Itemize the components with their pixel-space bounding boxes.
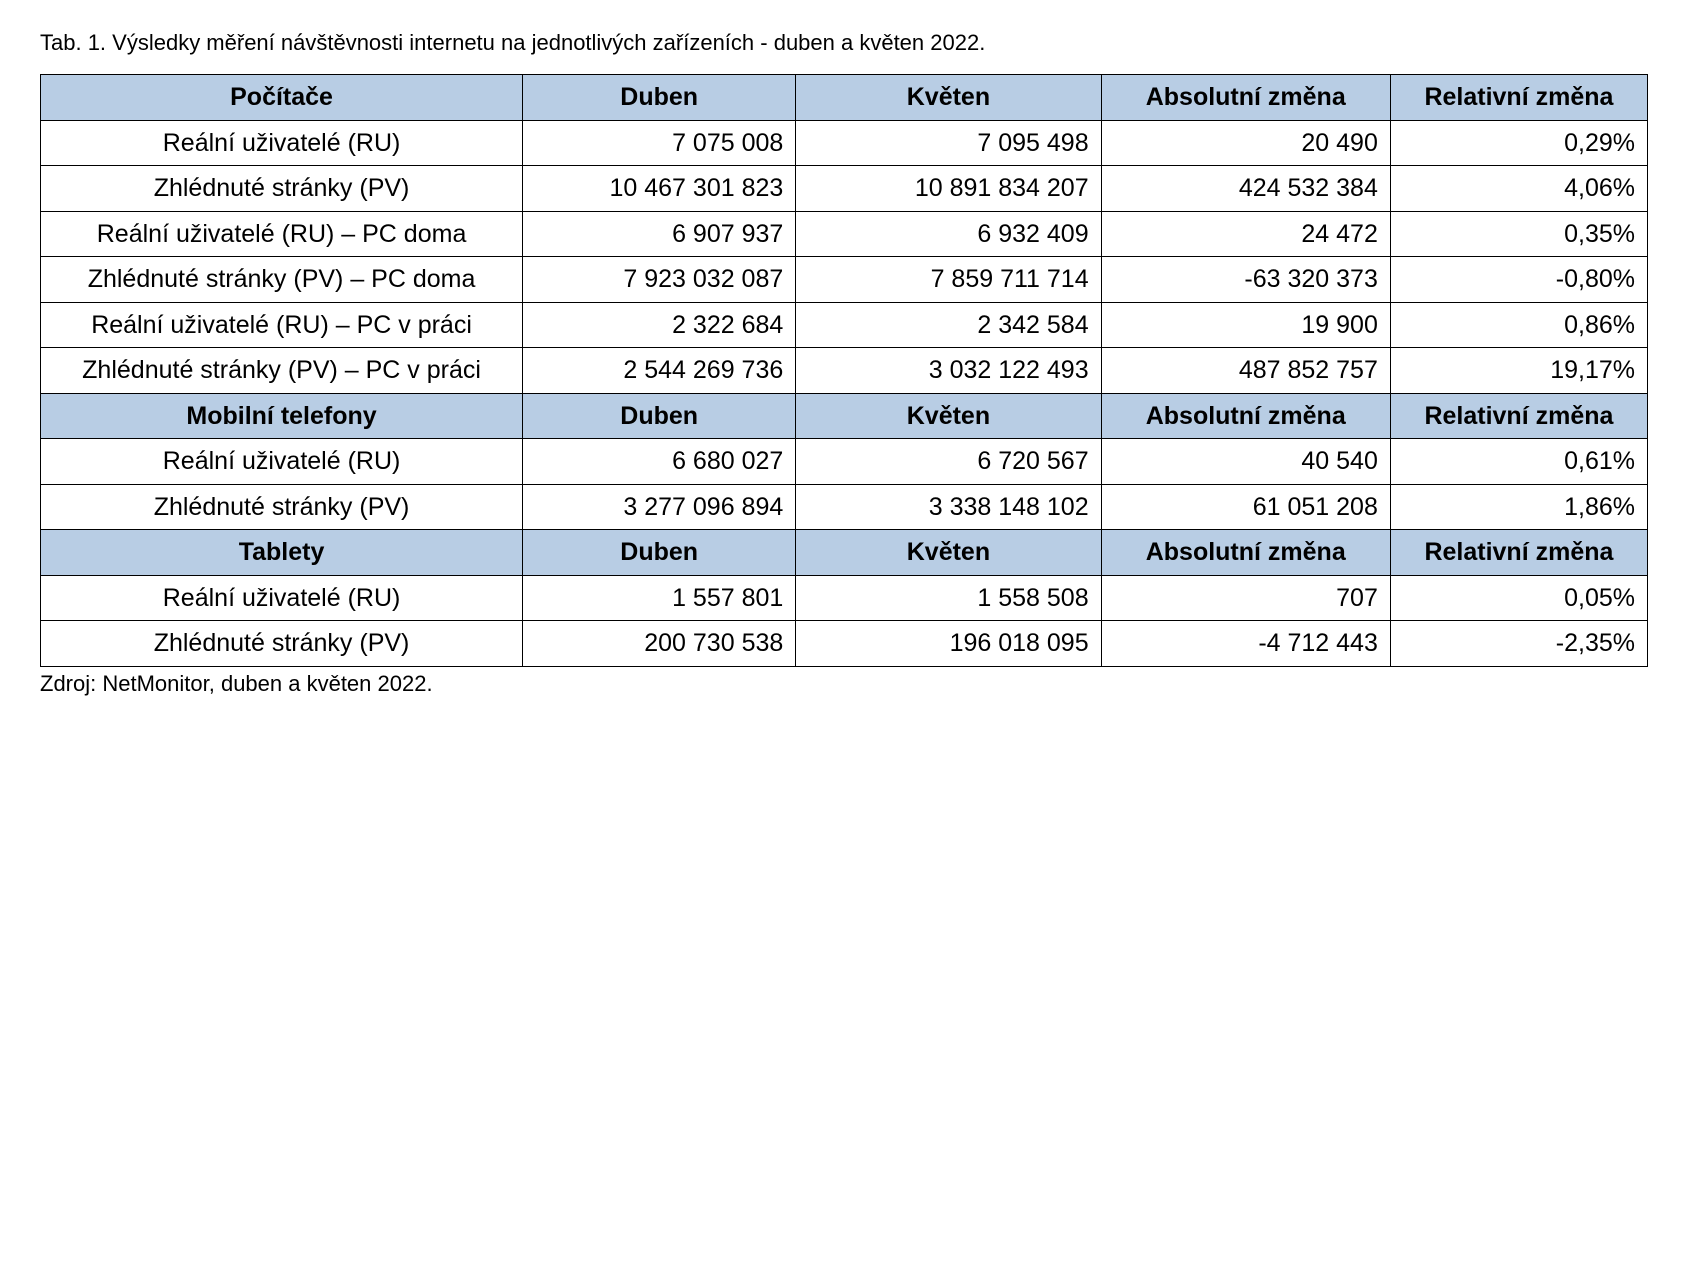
- table-row: Reální uživatelé (RU)6 680 0276 720 5674…: [41, 439, 1648, 485]
- column-header: Absolutní změna: [1101, 530, 1390, 576]
- section-header-row: Mobilní telefonyDubenKvětenAbsolutní změ…: [41, 393, 1648, 439]
- metric-label: Reální uživatelé (RU): [41, 575, 523, 621]
- value-cell: 7 075 008: [523, 120, 796, 166]
- value-cell: 1 558 508: [796, 575, 1101, 621]
- column-header: Květen: [796, 393, 1101, 439]
- column-header: Květen: [796, 75, 1101, 121]
- column-header: Relativní změna: [1390, 530, 1647, 576]
- value-cell: 40 540: [1101, 439, 1390, 485]
- value-cell: 3 277 096 894: [523, 484, 796, 530]
- value-cell: 7 095 498: [796, 120, 1101, 166]
- table-row: Zhlédnuté stránky (PV)200 730 538196 018…: [41, 621, 1648, 667]
- value-cell: 6 907 937: [523, 211, 796, 257]
- value-cell: 0,29%: [1390, 120, 1647, 166]
- value-cell: -4 712 443: [1101, 621, 1390, 667]
- column-header: Duben: [523, 393, 796, 439]
- section-header-row: TabletyDubenKvětenAbsolutní změnaRelativ…: [41, 530, 1648, 576]
- table-row: Zhlédnuté stránky (PV) – PC doma7 923 03…: [41, 257, 1648, 303]
- value-cell: 2 342 584: [796, 302, 1101, 348]
- value-cell: 3 032 122 493: [796, 348, 1101, 394]
- table-row: Reální uživatelé (RU) – PC v práci2 322 …: [41, 302, 1648, 348]
- value-cell: 19 900: [1101, 302, 1390, 348]
- column-header: Květen: [796, 530, 1101, 576]
- metric-label: Reální uživatelé (RU): [41, 120, 523, 166]
- value-cell: 3 338 148 102: [796, 484, 1101, 530]
- column-header: Relativní změna: [1390, 75, 1647, 121]
- value-cell: 0,86%: [1390, 302, 1647, 348]
- value-cell: 10 891 834 207: [796, 166, 1101, 212]
- value-cell: 2 322 684: [523, 302, 796, 348]
- column-header: Absolutní změna: [1101, 393, 1390, 439]
- metric-label: Zhlédnuté stránky (PV) – PC doma: [41, 257, 523, 303]
- value-cell: 4,06%: [1390, 166, 1647, 212]
- value-cell: 424 532 384: [1101, 166, 1390, 212]
- value-cell: 7 923 032 087: [523, 257, 796, 303]
- value-cell: 0,35%: [1390, 211, 1647, 257]
- value-cell: 7 859 711 714: [796, 257, 1101, 303]
- column-header: Tablety: [41, 530, 523, 576]
- value-cell: 6 680 027: [523, 439, 796, 485]
- value-cell: 1 557 801: [523, 575, 796, 621]
- value-cell: 6 720 567: [796, 439, 1101, 485]
- metric-label: Zhlédnuté stránky (PV): [41, 484, 523, 530]
- value-cell: 200 730 538: [523, 621, 796, 667]
- table-row: Zhlédnuté stránky (PV) – PC v práci2 544…: [41, 348, 1648, 394]
- table-row: Reální uživatelé (RU) – PC doma6 907 937…: [41, 211, 1648, 257]
- value-cell: 24 472: [1101, 211, 1390, 257]
- table-caption: Tab. 1. Výsledky měření návštěvnosti int…: [40, 30, 1648, 56]
- table-source: Zdroj: NetMonitor, duben a květen 2022.: [40, 671, 1648, 697]
- table-row: Reální uživatelé (RU)1 557 8011 558 5087…: [41, 575, 1648, 621]
- data-table: PočítačeDubenKvětenAbsolutní změnaRelati…: [40, 74, 1648, 667]
- metric-label: Zhlédnuté stránky (PV): [41, 166, 523, 212]
- value-cell: -0,80%: [1390, 257, 1647, 303]
- table-row: Reální uživatelé (RU)7 075 0087 095 4982…: [41, 120, 1648, 166]
- value-cell: 0,05%: [1390, 575, 1647, 621]
- column-header: Relativní změna: [1390, 393, 1647, 439]
- metric-label: Zhlédnuté stránky (PV): [41, 621, 523, 667]
- table-row: Zhlédnuté stránky (PV)3 277 096 8943 338…: [41, 484, 1648, 530]
- column-header: Duben: [523, 530, 796, 576]
- value-cell: 1,86%: [1390, 484, 1647, 530]
- value-cell: 61 051 208: [1101, 484, 1390, 530]
- value-cell: -2,35%: [1390, 621, 1647, 667]
- value-cell: 6 932 409: [796, 211, 1101, 257]
- column-header: Mobilní telefony: [41, 393, 523, 439]
- metric-label: Reální uživatelé (RU): [41, 439, 523, 485]
- value-cell: 20 490: [1101, 120, 1390, 166]
- metric-label: Zhlédnuté stránky (PV) – PC v práci: [41, 348, 523, 394]
- metric-label: Reální uživatelé (RU) – PC doma: [41, 211, 523, 257]
- value-cell: -63 320 373: [1101, 257, 1390, 303]
- metric-label: Reální uživatelé (RU) – PC v práci: [41, 302, 523, 348]
- value-cell: 707: [1101, 575, 1390, 621]
- value-cell: 19,17%: [1390, 348, 1647, 394]
- table-row: Zhlédnuté stránky (PV)10 467 301 82310 8…: [41, 166, 1648, 212]
- section-header-row: PočítačeDubenKvětenAbsolutní změnaRelati…: [41, 75, 1648, 121]
- column-header: Počítače: [41, 75, 523, 121]
- column-header: Duben: [523, 75, 796, 121]
- value-cell: 10 467 301 823: [523, 166, 796, 212]
- value-cell: 196 018 095: [796, 621, 1101, 667]
- column-header: Absolutní změna: [1101, 75, 1390, 121]
- value-cell: 487 852 757: [1101, 348, 1390, 394]
- value-cell: 0,61%: [1390, 439, 1647, 485]
- value-cell: 2 544 269 736: [523, 348, 796, 394]
